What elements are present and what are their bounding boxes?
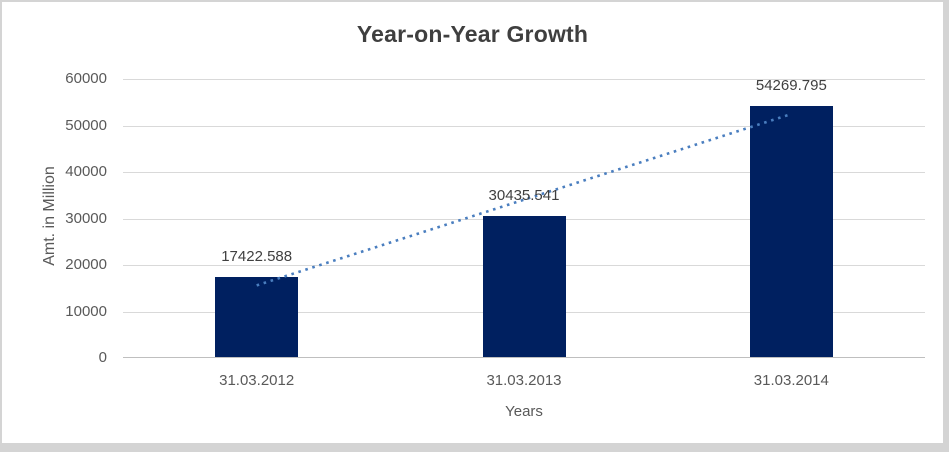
x-axis-line <box>123 357 925 358</box>
x-axis-title: Years <box>505 403 543 420</box>
bar <box>215 276 299 358</box>
y-tick-label: 50000 <box>65 116 107 134</box>
gridline <box>123 172 925 173</box>
x-axis-tick-labels: 31.03.2012 31.03.2013 31.03.2014 <box>123 372 925 392</box>
bar <box>482 216 566 358</box>
y-axis-tick-labels: 0 10000 20000 30000 40000 50000 60000 <box>2 70 107 366</box>
y-tick-label: 40000 <box>65 163 107 180</box>
y-tick-label: 60000 <box>65 70 107 87</box>
gridline <box>123 79 925 80</box>
gridline <box>123 125 925 127</box>
y-tick-label: 0 <box>98 349 107 366</box>
bar <box>749 105 833 358</box>
trendline-line <box>256 112 792 287</box>
bar-value-label: 30435.541 <box>488 187 560 205</box>
chart-title: Year-on-Year Growth <box>356 21 589 47</box>
x-tick-label: 31.03.2013 <box>486 372 562 389</box>
y-tick-label: 30000 <box>65 209 107 227</box>
y-tick-label: 10000 <box>65 302 107 320</box>
x-tick-label: 31.03.2014 <box>753 372 829 389</box>
plot-area: 17422.588 30435.541 54269.795 <box>123 76 925 358</box>
bar-value-label: 17422.588 <box>221 247 293 265</box>
bar-value-label: 54269.795 <box>755 76 827 94</box>
trendline <box>256 112 792 287</box>
x-tick-label: 31.03.2012 <box>219 372 295 389</box>
y-tick-label: 20000 <box>65 256 107 273</box>
